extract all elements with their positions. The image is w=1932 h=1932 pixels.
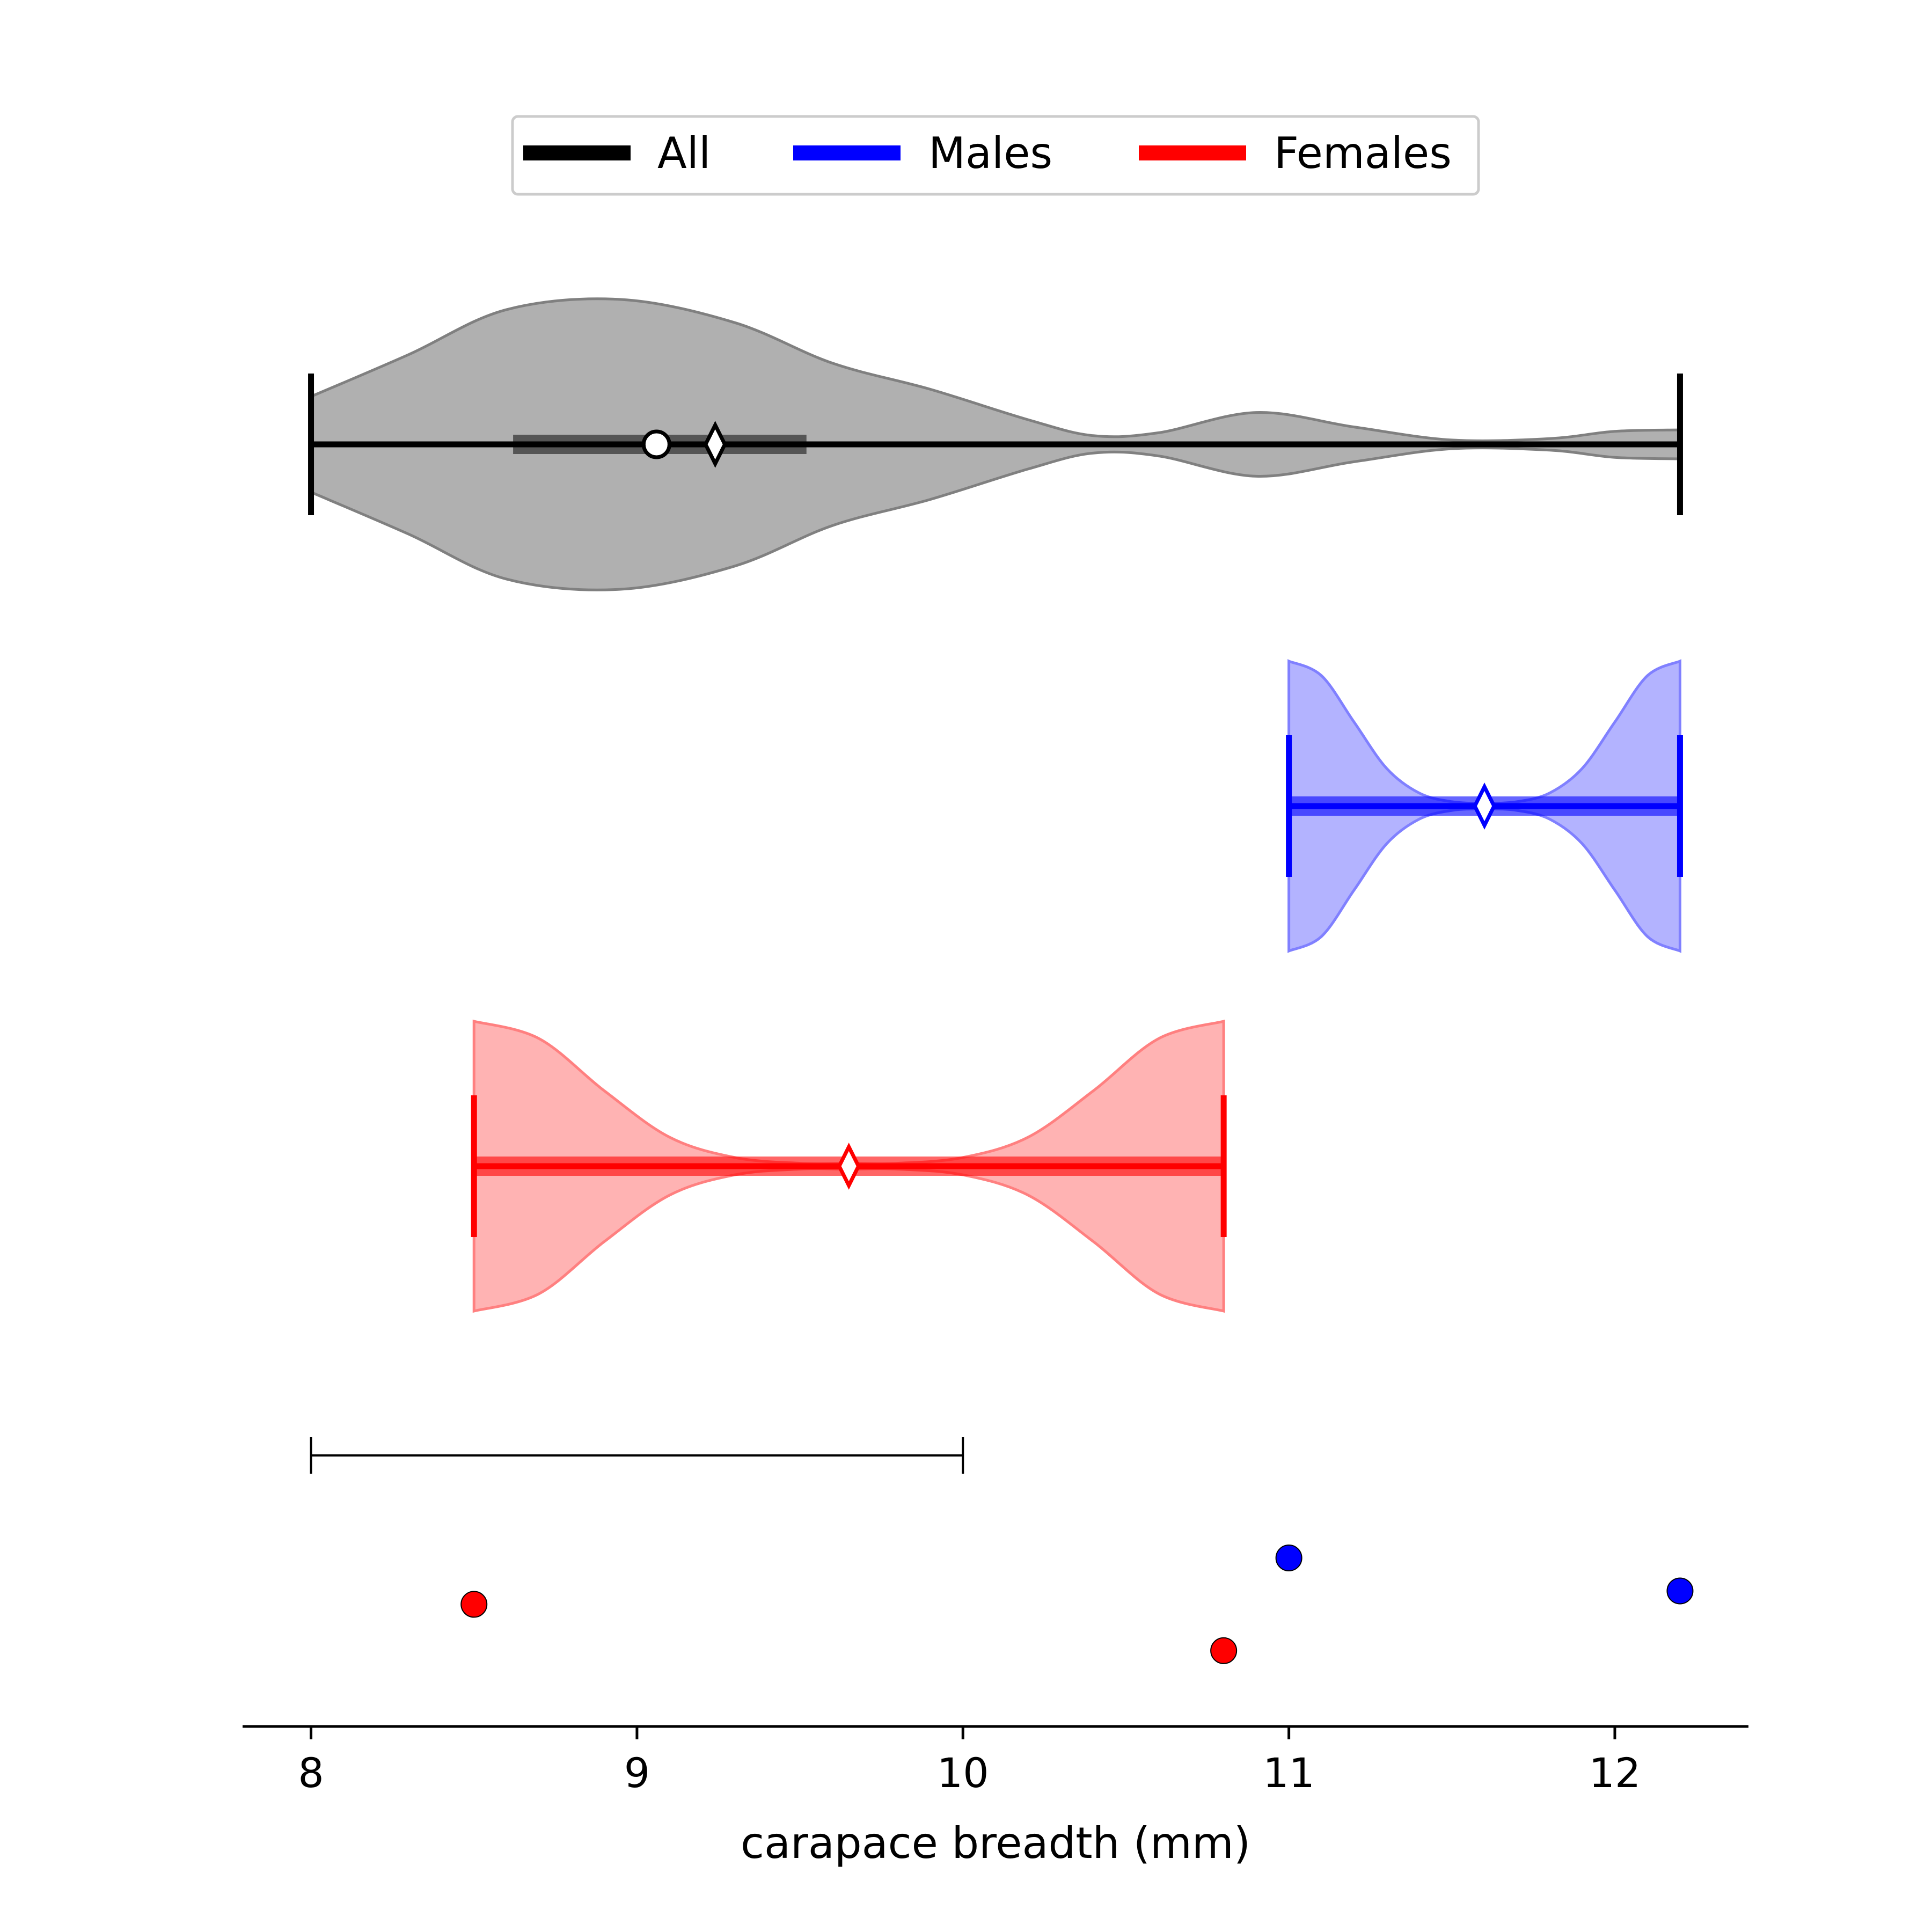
legend-label-all: All	[657, 128, 711, 178]
violin-median-all	[641, 429, 671, 459]
x-tick-label-12: 12	[1589, 1749, 1641, 1797]
legend-label-males: Males	[928, 128, 1052, 178]
legend-frame	[511, 115, 1480, 196]
x-axis: 8 9 10 11 12	[243, 1725, 1748, 1797]
x-tick-label-8: 8	[298, 1749, 324, 1797]
data-point-males-3	[1666, 1577, 1694, 1605]
x-tick-label-11: 11	[1263, 1749, 1315, 1797]
range-bar-group	[310, 1437, 964, 1474]
violin-mean-males	[1473, 782, 1496, 830]
legend-label-females: Females	[1274, 128, 1452, 178]
violin-males	[1286, 659, 1683, 953]
violin-females	[471, 1019, 1227, 1313]
data-point-females-0	[460, 1591, 488, 1618]
violin-all	[308, 297, 1683, 591]
violin-mean-females	[837, 1143, 861, 1190]
legend: All Males Females	[511, 115, 1480, 196]
violin-mean-all	[703, 421, 727, 468]
data-point-males-2	[1275, 1545, 1302, 1571]
x-tick-label-10: 10	[937, 1749, 989, 1797]
violins	[308, 297, 1683, 1313]
x-axis-label: carapace breadth (mm)	[741, 1818, 1250, 1868]
x-tick-label-9: 9	[624, 1749, 650, 1797]
data-points	[460, 1545, 1694, 1664]
data-point-females-1	[1210, 1637, 1238, 1664]
